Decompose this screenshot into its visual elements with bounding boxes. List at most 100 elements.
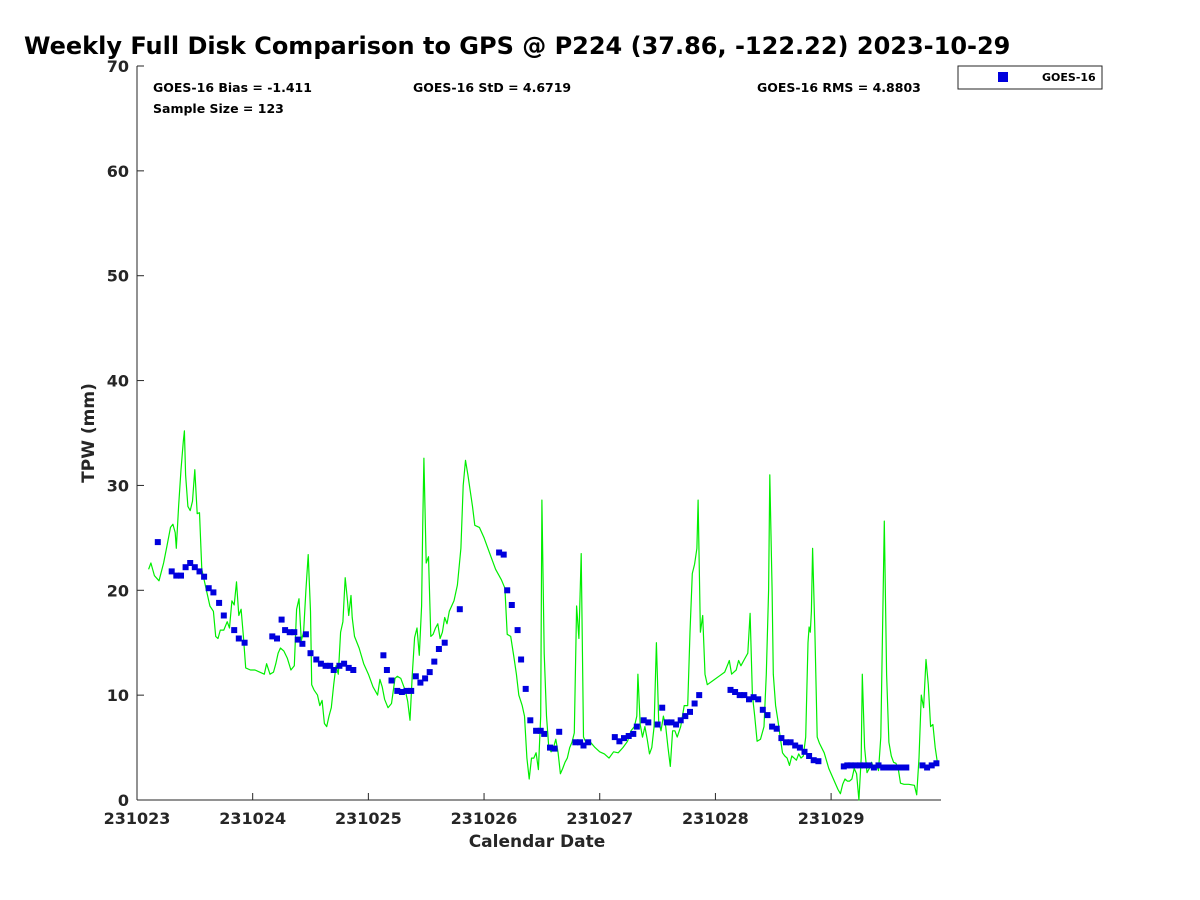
goes16-data-point [322, 662, 329, 669]
goes16-data-point [759, 706, 766, 713]
goes16-data-point [884, 764, 891, 771]
goes16-data-point [736, 692, 743, 699]
goes16-data-point [611, 734, 618, 741]
goes16-data-point [182, 564, 189, 571]
goes16-data-point [205, 585, 212, 592]
x-tick-label: 231029 [798, 809, 865, 828]
y-tick-label: 0 [118, 791, 129, 810]
goes16-data-point [663, 719, 670, 726]
goes16-data-point [302, 631, 309, 638]
goes16-data-point [732, 689, 739, 695]
goes16-data-point [633, 723, 640, 730]
goes16-data-point [431, 658, 438, 665]
goes16-data-point [645, 719, 652, 726]
goes16-data-point [380, 652, 387, 659]
goes16-data-point [840, 763, 847, 770]
goes16-data-point [630, 730, 637, 737]
goes16-data-point [746, 696, 752, 703]
goes16-data-point [274, 635, 280, 642]
goes16-data-point [514, 627, 521, 634]
goes16-data-point [269, 633, 276, 640]
goes16-data-point [810, 757, 817, 764]
legend-box [957, 65, 1103, 90]
goes16-data-point [783, 739, 789, 746]
x-tick-label: 231025 [335, 809, 402, 828]
goes16-data-point [441, 639, 448, 646]
y-axis-label: TPW (mm) [79, 383, 99, 483]
goes16-data-point [278, 616, 285, 623]
goes16-data-point [317, 660, 324, 667]
goes16-data-point [677, 717, 684, 724]
y-tick-label: 40 [107, 372, 129, 391]
legend: GOES-16 [957, 65, 1103, 90]
goes16-data-point [769, 723, 776, 730]
goes16-data-point [696, 692, 703, 699]
goes16-data-point [875, 762, 882, 769]
goes16-data-point [801, 748, 808, 755]
goes16-data-point [282, 627, 289, 634]
goes16-data-point [773, 725, 780, 732]
goes16-data-point [383, 667, 390, 673]
goes16-data-point [924, 764, 931, 771]
goes16-data-point [508, 602, 515, 608]
goes16-data-point [500, 551, 507, 558]
x-axis-label: Calendar Date [469, 832, 606, 852]
goes16-data-point [616, 738, 623, 745]
goes16-data-point [551, 745, 558, 752]
goes16-data-point [903, 764, 910, 771]
goes16-data-point [426, 669, 433, 676]
goes16-data-point [178, 572, 184, 579]
goes16-data-point [330, 667, 337, 673]
goes16-data-point [210, 589, 217, 596]
y-tick-label: 10 [107, 686, 129, 705]
y-tick-label: 20 [107, 581, 129, 600]
goes16-data-point [408, 687, 415, 694]
goes16-data-point [388, 677, 395, 684]
goes16-data-point [496, 549, 503, 556]
goes16-data-point [341, 660, 348, 667]
legend-label: GOES-16 [1042, 71, 1096, 84]
goes16-data-point [241, 639, 248, 646]
goes16-data-point [191, 564, 198, 571]
x-tick-label: 231024 [219, 809, 286, 828]
goes16-data-point [659, 704, 666, 711]
goes16-data-point [541, 730, 548, 737]
goes16-data-point [350, 667, 357, 673]
goes16-data-point [422, 675, 429, 682]
y-tick-label: 30 [107, 476, 129, 495]
goes16-data-point [336, 662, 343, 669]
std-stat: GOES-16 StD = 4.6719 [413, 80, 571, 95]
goes16-data-point [220, 612, 227, 619]
goes16-data-point [889, 764, 896, 771]
goes16-data-point [196, 568, 203, 575]
goes16-data-point [533, 727, 540, 734]
goes16-marker-layer [154, 539, 940, 771]
goes16-data-point [286, 629, 293, 636]
goes16-data-point [216, 599, 223, 606]
goes16-data-point [866, 762, 873, 769]
goes16-data-point [556, 728, 563, 735]
goes16-data-point [456, 606, 463, 613]
goes16-data-point [844, 762, 851, 769]
goes16-data-point [673, 721, 680, 728]
goes16-data-point [345, 664, 352, 671]
goes16-data-point [168, 568, 175, 575]
x-tick-label: 231027 [566, 809, 633, 828]
goes16-data-point [580, 742, 587, 749]
y-tick-label: 50 [107, 267, 129, 286]
goes16-data-point [654, 721, 661, 728]
goes16-data-point [235, 635, 242, 642]
goes16-data-point [755, 696, 762, 703]
x-axis-ticks: 231023 231024 231025 231026 231027 231028 2310… [104, 793, 865, 828]
goes16-data-point [933, 760, 940, 767]
x-tick-label: 231023 [104, 809, 171, 828]
legend-marker-icon [998, 72, 1008, 82]
y-tick-label: 60 [107, 162, 129, 181]
goes16-data-point [691, 700, 698, 707]
y-tick-label: 70 [107, 57, 129, 76]
goes16-data-point [231, 627, 238, 634]
chart-title: Weekly Full Disk Comparison to GPS @ P22… [24, 32, 1010, 60]
goes16-data-point [527, 717, 534, 724]
goes16-data-point [778, 735, 785, 742]
goes16-data-point [398, 689, 405, 695]
